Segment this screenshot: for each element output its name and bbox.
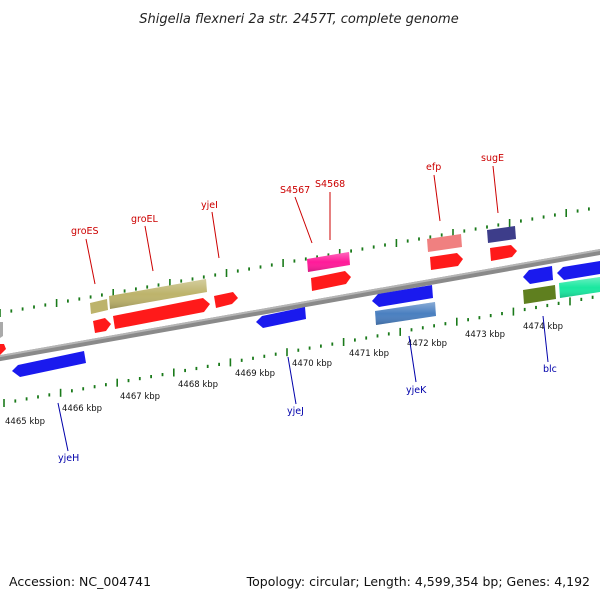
feature-blocks [0, 226, 600, 377]
leader-yjeJ [287, 356, 297, 405]
feature-S4568-arrow[interactable] [311, 271, 351, 291]
scale-label-4469: 4469 kbp [235, 369, 275, 379]
feature-efp-arrow[interactable] [430, 253, 463, 270]
gene-label-yjeJ[interactable]: yjeJ [287, 406, 304, 417]
feature-sugE-purple[interactable] [487, 226, 516, 243]
leader-yjeK [408, 335, 417, 383]
scale-label-4467: 4467 kbp [120, 392, 160, 402]
feature-yjeH-arrow[interactable] [12, 351, 86, 377]
scale-label-4473: 4473 kbp [465, 330, 505, 340]
gene-label-S4567[interactable]: S4567 [280, 185, 310, 196]
gene-label-sugE[interactable]: sugE [481, 153, 504, 164]
reverse-gene-labels: yjeH yjeJ yjeK blc [58, 364, 557, 464]
feature-groES-tan[interactable] [90, 299, 108, 314]
leader-yjeH [57, 402, 69, 452]
leader-S4567 [294, 196, 313, 244]
feature-sugE-arrow[interactable] [490, 245, 517, 261]
feature-efp-pink[interactable] [427, 234, 462, 252]
gene-label-yjeK[interactable]: yjeK [406, 385, 427, 396]
scale-labels: 4465 kbp 4466 kbp 4467 kbp 4468 kbp 4469… [5, 322, 563, 427]
gene-label-efp[interactable]: efp [426, 162, 441, 173]
feature-blc-arrow[interactable] [523, 266, 553, 284]
scale-label-4472: 4472 kbp [407, 339, 447, 349]
feature-yjeK-arrow[interactable] [372, 285, 433, 307]
scale-label-4471: 4471 kbp [349, 349, 389, 359]
feature-groES-arrow[interactable] [93, 318, 111, 333]
feature-groEL-arrow[interactable] [113, 298, 210, 329]
scale-label-4465: 4465 kbp [5, 417, 45, 427]
leader-groEL [144, 225, 154, 272]
lower-tick-row [3, 295, 594, 407]
leader-efp [433, 174, 441, 222]
feature-partial-left-grey[interactable] [0, 322, 3, 338]
feature-blc-olive[interactable] [523, 285, 556, 304]
leader-blc [542, 315, 549, 363]
accession-text: Accession: NC_004741 [9, 574, 151, 589]
upper-tick-row [0, 207, 590, 317]
genome-backbone-highlight [0, 249, 600, 358]
feature-yjeJ-arrow[interactable] [256, 307, 306, 328]
leader-yjeI [211, 211, 220, 259]
feature-right-blue-arrow[interactable] [557, 261, 600, 280]
gene-label-S4568[interactable]: S4568 [315, 179, 345, 190]
genome-summary-text: Topology: circular; Length: 4,599,354 bp… [246, 574, 590, 589]
leader-lines [57, 165, 549, 452]
scale-label-4470: 4470 kbp [292, 359, 332, 369]
leader-groES [85, 238, 96, 285]
leader-sugE [492, 165, 499, 214]
feature-shading [109, 252, 600, 325]
gene-label-blc[interactable]: blc [543, 364, 557, 375]
scale-label-4474: 4474 kbp [523, 322, 563, 332]
map-title: Shigella flexneri 2a str. 2457T, complet… [139, 12, 458, 27]
gene-label-yjeI[interactable]: yjeI [201, 200, 218, 211]
scale-label-4468: 4468 kbp [178, 380, 218, 390]
gene-label-yjeH[interactable]: yjeH [58, 453, 79, 464]
gene-label-groEL[interactable]: groEL [131, 214, 159, 225]
feature-partial-left-red[interactable] [0, 344, 6, 355]
forward-gene-labels: groES groEL yjeI S4567 S4568 efp sugE [71, 153, 504, 237]
gene-label-groES[interactable]: groES [71, 226, 99, 237]
scale-label-4466: 4466 kbp [62, 404, 102, 414]
feature-yjeI-arrow[interactable] [214, 292, 238, 308]
